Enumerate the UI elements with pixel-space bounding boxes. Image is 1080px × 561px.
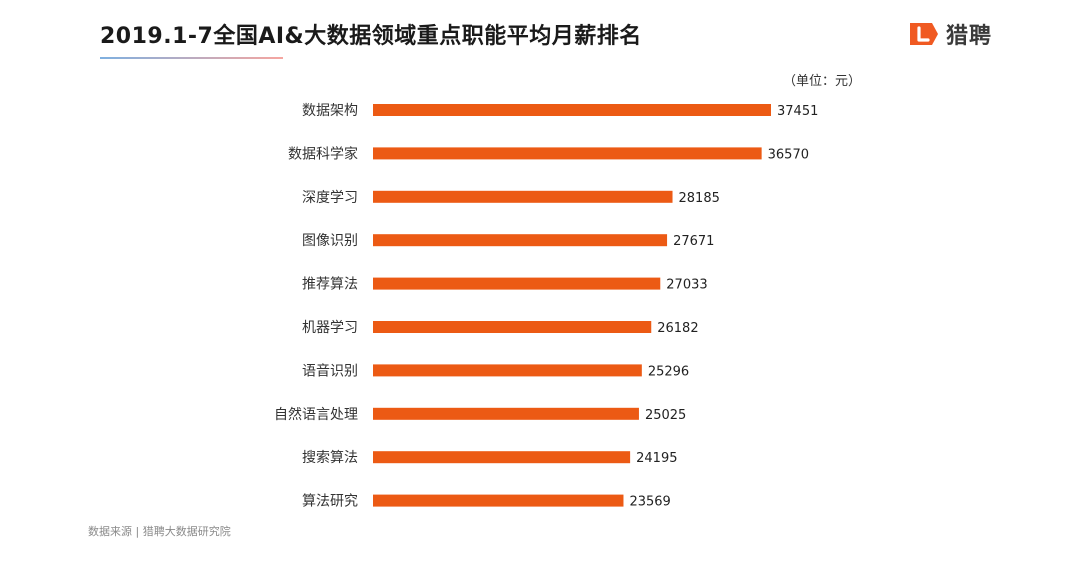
value-label: 28185 [679, 191, 720, 206]
brand-name: 猎聘 [946, 24, 993, 49]
category-label: 搜索算法 [302, 449, 358, 466]
bar [373, 147, 762, 160]
bar [373, 364, 642, 377]
value-label: 24195 [636, 451, 677, 466]
category-label: 深度学习 [302, 190, 358, 206]
value-label: 26182 [657, 321, 698, 336]
value-label: 27671 [673, 234, 714, 249]
value-label: 37451 [777, 104, 818, 119]
liepin-logo-icon [910, 23, 938, 45]
bar [373, 277, 661, 290]
brand: 猎聘 [906, 18, 992, 50]
category-label: 机器学习 [302, 320, 358, 336]
value-label: 36570 [768, 147, 809, 162]
bar [373, 104, 771, 116]
bar [373, 407, 639, 420]
bar [373, 321, 652, 333]
bar [373, 494, 624, 507]
category-label: 推荐算法 [302, 277, 358, 293]
value-label: 25025 [645, 408, 686, 423]
data-source-note: 数据来源 | 猎聘大数据研究院 [88, 525, 231, 538]
value-label: 27033 [666, 278, 707, 293]
bar [373, 451, 631, 464]
unit-note: （单位：元） [783, 74, 862, 89]
bar [373, 234, 668, 247]
category-label: 自然语言处理 [274, 406, 358, 423]
category-label: 图像识别 [302, 233, 358, 249]
page-title: 2019.1-7全国AI&大数据领域重点职能平均月薪排名 [100, 24, 642, 49]
category-label: 语音识别 [302, 362, 358, 379]
value-label: 25296 [648, 364, 689, 379]
bar [373, 190, 673, 203]
category-label: 算法研究 [302, 494, 358, 510]
category-label: 数据科学家 [288, 145, 358, 162]
value-label: 23569 [629, 495, 670, 510]
title-underline [100, 57, 283, 59]
category-label: 数据架构 [302, 103, 358, 119]
